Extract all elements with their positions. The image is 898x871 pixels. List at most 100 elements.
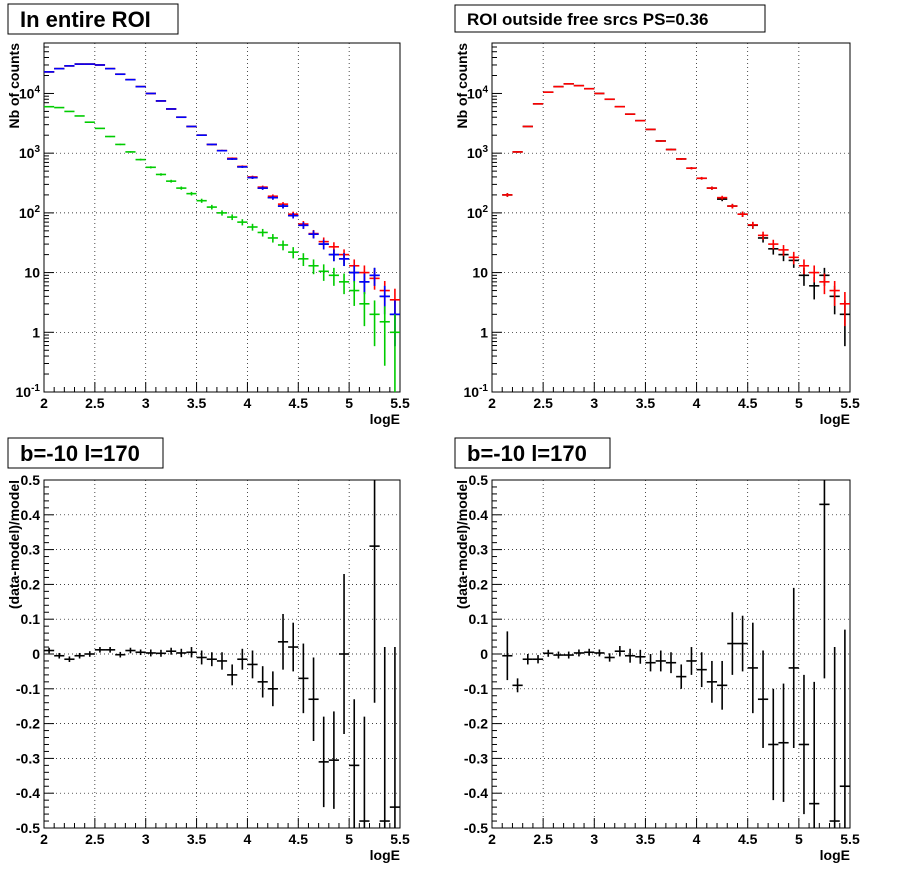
data-point [318,239,329,250]
data-point [543,649,554,657]
panel-title-box [454,437,611,469]
data-point [819,273,830,295]
data-point [94,127,106,130]
data-point [665,652,677,674]
x-tick-label: 3 [590,831,598,847]
data-point [298,643,309,714]
data-point [145,92,156,95]
data-point [176,186,187,190]
data-point [624,113,636,115]
x-tick-label: 3 [142,395,150,411]
y-tick-label: 0.2 [469,576,489,592]
data-point [379,647,390,828]
data-point [512,678,523,693]
x-tick-label: 2.5 [533,831,553,847]
y-tick-label: 102 [19,204,41,221]
data-point [706,186,718,190]
data-point [328,249,339,262]
data-point [216,149,228,152]
data-series-3 [44,105,400,392]
data-point [594,92,605,95]
data-point [655,140,666,142]
data-point [655,650,666,672]
y-tick-label: 10 [24,265,40,281]
data-point [369,300,380,347]
x-tick-label: 2.5 [85,831,105,847]
data-point [298,253,309,267]
y-tick-label: 10-1 [16,383,41,400]
data-point [645,128,656,131]
data-point [125,647,136,654]
data-point [809,265,820,283]
x-tick-label: 5 [795,831,803,847]
data-point [338,253,350,267]
panel-title-box [454,4,766,33]
data-point [176,648,187,658]
y-tick-label: -0.2 [16,716,40,732]
data-point [532,655,544,664]
x-axis: 2 2.5 3 3.5 4 4.5 5 5.5 [488,43,860,411]
y-tick-label: 0.3 [469,542,489,558]
data-point [563,651,574,659]
data-point [135,649,146,656]
y-tick-label: 0.1 [21,611,41,627]
y-tick-label: 0.4 [469,507,489,523]
panel-title: b=-10 l=170 [20,441,140,466]
data-point [359,291,370,327]
data-point [389,647,400,828]
data-point [757,231,769,240]
y-tick-label: 10 [472,265,488,281]
panel-title: ROI outside free srcs PS=0.36 [467,10,708,29]
y-tick-label: 0.4 [21,507,41,523]
data-series-2 [44,63,400,347]
data-point [696,652,707,688]
data-point [614,645,625,657]
x-tick-label: 4.5 [289,395,309,411]
data-point [604,653,615,662]
data-point [737,615,748,672]
data-point [614,105,625,108]
data-point [186,125,197,128]
x-axis: 2 2.5 3 3.5 4 4.5 5 5.5 [40,480,410,847]
chart-panel-bottom-left: 2 2.5 3 3.5 4 4.5 5 5.5 -0.5 -0.4 -0.3 -0.2 -0.1 0 0.1… [6,437,410,863]
data-point [369,480,380,703]
data-point [44,647,55,654]
data-point [717,660,728,710]
data-point [135,158,146,161]
panel-title-box [7,437,164,469]
x-tick-label: 2 [40,395,48,411]
y-tick-label: 0.2 [21,576,41,592]
y-tick-label: -0.2 [464,716,488,732]
data-point [338,573,350,735]
data-point [737,211,748,218]
y-tick-label: 0 [480,646,488,662]
x-tick-label: 2.5 [533,395,553,411]
data-point [308,259,319,275]
data-point [206,143,217,146]
y-tick-label: 0.5 [469,472,489,488]
data-point [686,647,697,675]
data-point [125,151,136,153]
data-point [522,125,533,128]
data-point [267,195,278,200]
data-point [105,135,116,138]
x-axis-title: logE [820,847,850,863]
data-point [74,652,85,659]
x-tick-label: 2 [40,831,48,847]
x-tick-label: 4 [244,831,252,847]
data-point [379,306,390,366]
data-point [512,151,523,153]
data-point [227,214,238,221]
y-tick-label: 0.3 [21,542,41,558]
data-point [227,158,238,160]
data-point [829,647,840,828]
x-axis: 2 2.5 3 3.5 4 4.5 5 5.5 [488,480,860,847]
x-tick-label: 4 [693,395,701,411]
data-point [257,228,268,237]
x-tick-label: 4.5 [738,395,758,411]
data-point [502,631,513,681]
data-point [247,223,258,231]
data-point [257,666,268,698]
y-axis-title: (data-model)/model [454,480,470,609]
data-point [635,119,646,122]
